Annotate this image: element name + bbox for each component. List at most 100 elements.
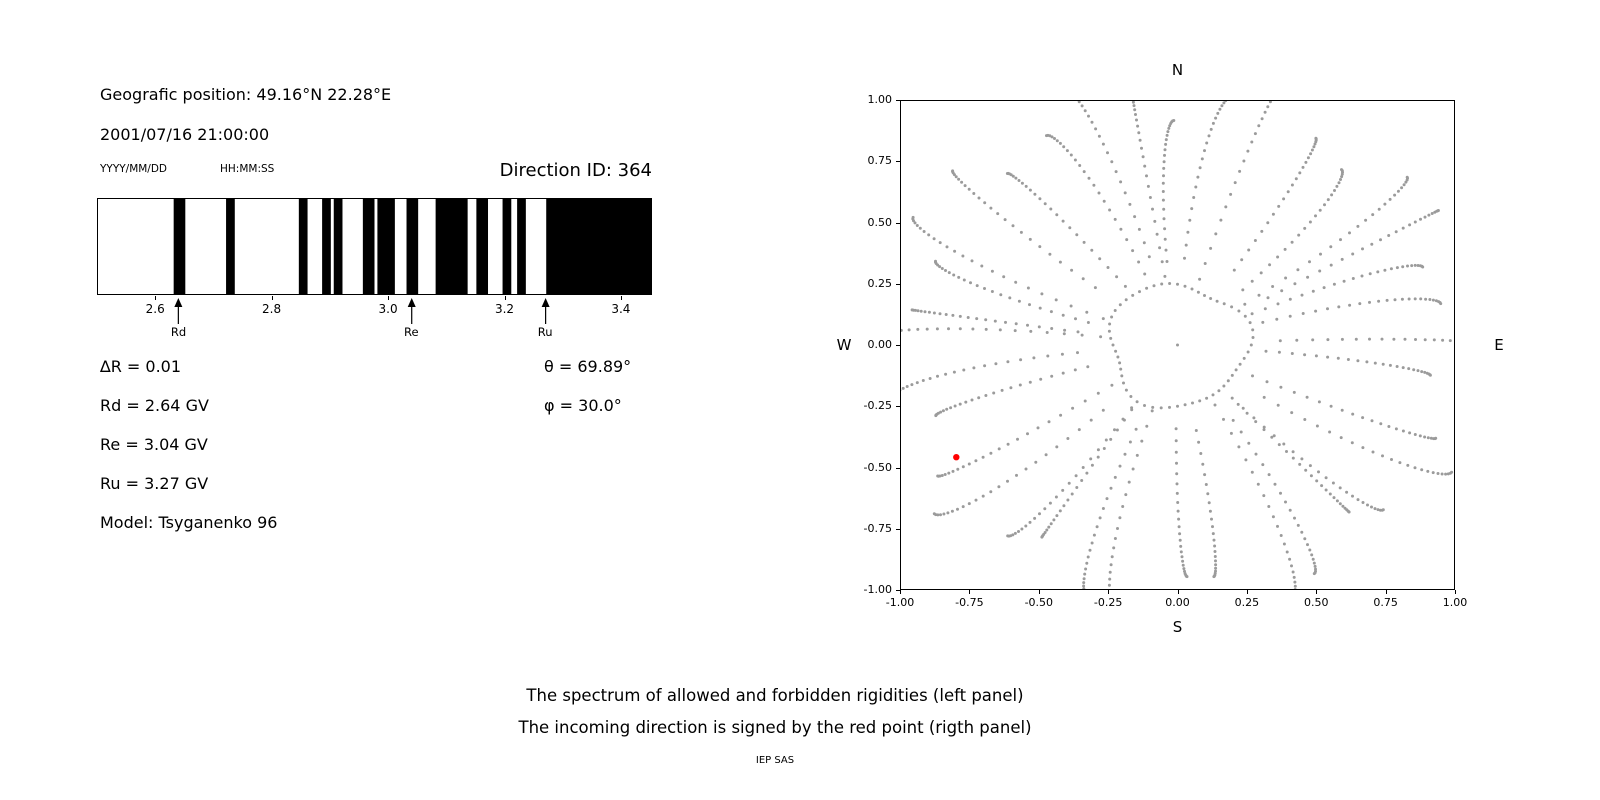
trajectory-dot (1052, 518, 1056, 522)
trajectory-dot (1211, 121, 1215, 125)
trajectory-dot (1090, 463, 1094, 467)
trajectory-dot (1179, 550, 1183, 554)
direction-id-text: Direction ID: 364 (499, 160, 652, 181)
trajectory-dot (974, 498, 978, 502)
trajectory-dot (1109, 336, 1113, 340)
x-tick-label: 3.4 (611, 302, 631, 316)
trajectory-dot (1317, 400, 1321, 404)
trajectory-dot (1032, 356, 1036, 360)
rigidity-spectrum-plot (97, 198, 652, 295)
trajectory-dot (1450, 470, 1454, 474)
axis-tick (896, 100, 900, 101)
axis-tick (388, 296, 390, 300)
trajectory-dot (949, 406, 953, 410)
trajectory-dot (1184, 243, 1188, 247)
trajectory-dot (1119, 227, 1123, 231)
trajectory-dot (994, 362, 998, 366)
trajectory-dot (1364, 218, 1368, 222)
trajectory-dot (911, 215, 915, 219)
trajectory-dot (1328, 492, 1332, 496)
trajectory-dot (1081, 277, 1085, 281)
trajectory-dot (1393, 193, 1397, 197)
trajectory-dot (1096, 455, 1100, 459)
trajectory-dot (1134, 427, 1138, 431)
trajectory-dot (1312, 572, 1316, 576)
trajectory-dot (1137, 227, 1141, 231)
trajectory-dot (1335, 499, 1339, 503)
allowed-rigidity-band (377, 199, 395, 294)
trajectory-dot (1324, 476, 1328, 480)
trajectory-dot (1351, 252, 1355, 256)
trajectory-dot (1428, 373, 1432, 377)
trajectory-dot (1288, 508, 1292, 512)
trajectory-dot (1271, 515, 1275, 519)
trajectory-dot (1250, 470, 1254, 474)
rigidity-marker-rd: Rd (171, 298, 186, 339)
trajectory-dot (951, 313, 955, 317)
trajectory-dot (1217, 389, 1221, 393)
trajectory-dot (1406, 264, 1409, 268)
trajectory-dot (1420, 370, 1424, 374)
trajectory-dot (1237, 309, 1241, 313)
trajectory-dot (1262, 425, 1266, 429)
axis-tick (1246, 590, 1248, 594)
trajectory-dot (1214, 563, 1218, 567)
trajectory-dot (1175, 482, 1179, 486)
trajectory-dot (1110, 383, 1114, 387)
trajectory-dot (1285, 450, 1288, 453)
trajectory-dot (923, 310, 927, 314)
trajectory-dot (1388, 363, 1392, 367)
allowed-rigidity-band (502, 199, 512, 294)
trajectory-dot (1290, 352, 1294, 355)
trajectory-dot (963, 184, 967, 188)
trajectory-dot (1270, 435, 1274, 439)
trajectory-dot (1413, 263, 1417, 267)
trajectory-dot (1392, 337, 1396, 341)
trajectory-dot (1279, 385, 1283, 389)
trajectory-dot (1049, 522, 1053, 526)
trajectory-dot (1205, 141, 1209, 145)
trajectory-dot (1402, 183, 1406, 187)
trajectory-dot (1264, 349, 1268, 353)
trajectory-dot (1181, 559, 1185, 563)
trajectory-dot (1317, 470, 1320, 474)
trajectory-dot (1049, 310, 1053, 314)
geographic-position-text: Geografic position: 49.16°N 22.28°E (100, 85, 392, 104)
trajectory-dot (1047, 525, 1051, 529)
trajectory-dot (1127, 480, 1131, 484)
trajectory-dot (966, 316, 970, 319)
trajectory-dot (1429, 436, 1433, 440)
trajectory-dot (1178, 532, 1182, 536)
trajectory-dot (1439, 302, 1443, 306)
trajectory-dot (1373, 507, 1377, 511)
trajectory-dot (1017, 530, 1020, 533)
trajectory-dot (1083, 572, 1087, 576)
trajectory-dot (1161, 181, 1165, 185)
trajectory-dot (935, 327, 939, 331)
trajectory-dot (1011, 224, 1015, 228)
trajectory-dot (989, 490, 993, 494)
trajectory-dot (1300, 457, 1304, 461)
trajectory-dot (952, 370, 956, 374)
trajectory-dot (1313, 564, 1317, 568)
trajectory-dot (1420, 468, 1424, 472)
trajectory-dot (1163, 274, 1167, 278)
trajectory-dot (1107, 329, 1111, 333)
x-tick-label: 3.0 (378, 302, 398, 316)
trajectory-dot (1260, 229, 1264, 233)
trajectory-dot (1401, 429, 1405, 433)
trajectory-dot (1080, 333, 1084, 337)
trajectory-dot (915, 224, 919, 227)
axis-tick (896, 222, 900, 224)
trajectory-dot (972, 366, 976, 370)
trajectory-dot (1309, 152, 1313, 156)
rigidity-markers: Rd Re Ru (97, 298, 652, 346)
trajectory-dot (918, 226, 922, 230)
trajectory-dot (1129, 395, 1133, 398)
trajectory-dot (1107, 583, 1111, 587)
trajectory-dot (993, 319, 997, 323)
trajectory-dot (1301, 312, 1305, 315)
trajectory-dot (947, 271, 951, 275)
trajectory-dot (1358, 302, 1362, 306)
trajectory-dot (1427, 213, 1431, 217)
